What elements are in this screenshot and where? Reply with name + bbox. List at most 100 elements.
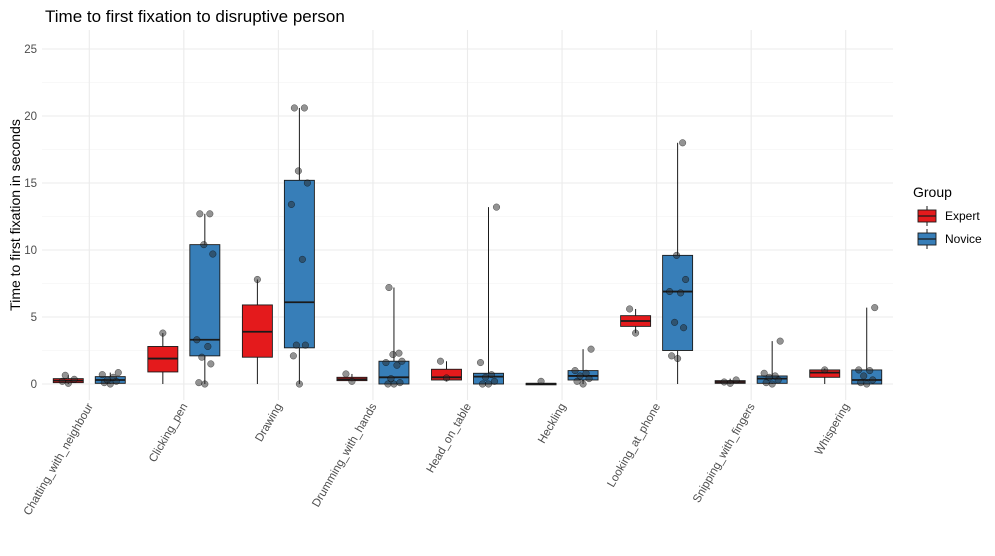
data-point: [195, 379, 203, 387]
box-expert-chatting_with_neighbour: [52, 371, 84, 387]
data-point: [673, 251, 681, 259]
box-expert-clicking_pen: [147, 329, 179, 384]
data-point: [478, 380, 487, 388]
data-point: [253, 275, 261, 284]
y-tick-label: 10: [24, 245, 37, 257]
data-point: [287, 200, 295, 208]
box-novice-whispering: [851, 304, 883, 388]
data-point: [855, 366, 863, 374]
data-point: [866, 367, 874, 375]
data-point: [382, 359, 390, 367]
data-point: [666, 287, 674, 296]
legend-label: Expert: [945, 209, 980, 223]
data-point: [436, 357, 445, 365]
data-point: [294, 167, 302, 175]
data-point: [70, 375, 78, 383]
box-body: [662, 254, 694, 351]
data-point: [206, 210, 214, 218]
data-point: [732, 376, 740, 384]
data-point: [682, 275, 690, 284]
data-point: [726, 379, 734, 387]
y-tick-label: 15: [24, 178, 37, 190]
data-point: [537, 377, 545, 385]
y-axis-label: Time to first fixation in seconds: [7, 119, 23, 311]
data-point: [196, 210, 204, 218]
data-point: [579, 380, 587, 388]
y-tick-label: 20: [24, 111, 37, 123]
legend-key-novice: [917, 229, 937, 249]
box-novice-looking_at_phone: [662, 139, 694, 384]
data-point: [200, 241, 208, 249]
legend-label: Novice: [945, 232, 982, 246]
box-expert-drawing: [241, 275, 273, 384]
data-point: [860, 372, 868, 380]
data-point: [109, 373, 117, 381]
data-point: [871, 304, 879, 312]
data-point: [159, 329, 167, 337]
data-point: [204, 342, 212, 351]
box-novice-drumming_with_hands: [378, 283, 410, 388]
data-point: [295, 380, 303, 388]
data-point: [573, 377, 581, 385]
data-point: [671, 318, 679, 326]
data-point: [58, 377, 66, 385]
data-point: [395, 349, 403, 357]
box-expert-heckling: [525, 377, 557, 386]
box-expert-whispering: [809, 366, 841, 384]
data-point: [114, 369, 122, 377]
gridlines: [42, 30, 893, 400]
y-tick-label: 0: [31, 379, 37, 391]
data-point: [857, 379, 865, 387]
data-point: [64, 379, 72, 387]
y-tick-label: 25: [24, 44, 37, 56]
data-point: [492, 203, 501, 211]
data-point: [585, 375, 593, 383]
data-point: [869, 376, 877, 384]
box-novice-drawing: [283, 104, 315, 388]
chart-title: Time to first fixation to disruptive per…: [45, 7, 345, 26]
data-point: [303, 179, 311, 187]
box-novice-heckling: [567, 345, 599, 388]
data-point: [762, 379, 770, 387]
data-point: [476, 359, 485, 367]
data-point: [768, 380, 776, 388]
data-point: [398, 357, 406, 365]
data-point: [760, 369, 768, 377]
data-point: [484, 380, 493, 388]
data-point: [292, 341, 300, 349]
data-point: [442, 374, 451, 382]
data-point: [863, 380, 871, 388]
data-point: [193, 336, 201, 344]
data-point: [387, 375, 395, 383]
data-point: [490, 377, 499, 385]
data-point: [582, 369, 590, 377]
data-point: [487, 371, 496, 379]
data-point: [776, 337, 784, 345]
box-novice-chatting_with_neighbour: [94, 369, 126, 388]
data-point: [98, 371, 106, 379]
data-point: [209, 250, 217, 258]
box-novice-clicking_pen: [189, 210, 221, 388]
data-point: [385, 283, 393, 292]
data-point: [677, 289, 685, 297]
data-point: [384, 380, 392, 388]
boxplots: [52, 104, 883, 388]
data-point: [571, 367, 579, 375]
y-tick-label: 5: [31, 312, 37, 324]
data-point: [300, 104, 308, 112]
data-point: [103, 376, 111, 384]
legend: Group Expert Novice: [913, 184, 982, 249]
data-point: [576, 372, 584, 380]
data-point: [481, 373, 490, 381]
data-point: [207, 360, 215, 368]
data-point: [201, 380, 209, 388]
data-point: [290, 104, 298, 112]
data-point: [342, 370, 350, 378]
data-point: [668, 352, 676, 360]
data-point: [298, 255, 306, 263]
data-point: [680, 324, 688, 332]
data-point: [720, 378, 728, 386]
data-point: [587, 345, 595, 353]
